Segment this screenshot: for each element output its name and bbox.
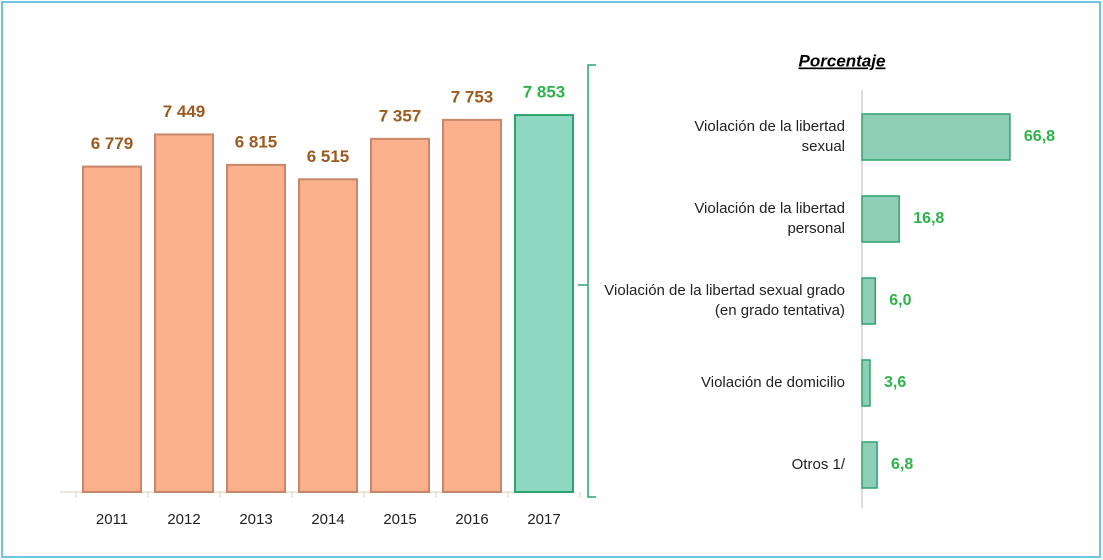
value-label: 6,0 (889, 292, 911, 309)
bar (861, 277, 877, 325)
bar (298, 178, 358, 493)
x-tick-label: 2012 (167, 511, 200, 528)
bar (370, 137, 430, 493)
category-label: Violación de la libertad personal (694, 200, 845, 237)
value-label: 7 357 (379, 106, 422, 125)
bar (861, 113, 1011, 161)
x-tick-label: 2015 (383, 511, 416, 528)
category-label: Violación de la libertad sexual (694, 118, 845, 155)
bar (82, 165, 142, 493)
chart-title: Porcentaje (799, 51, 886, 70)
value-label: 6,8 (891, 456, 913, 473)
value-label: 66,8 (1024, 128, 1055, 145)
x-tick-label: 2011 (96, 511, 128, 528)
value-label: 6 779 (91, 134, 134, 153)
category-label: Otros 1/ (791, 456, 845, 473)
x-tick-label: 2017 (527, 511, 560, 528)
value-label: 6 515 (307, 147, 350, 166)
bar (861, 441, 878, 489)
category-label: Violación de domicilio (701, 374, 845, 391)
x-tick-label: 2013 (239, 511, 272, 528)
value-label: 6 815 (235, 132, 278, 151)
bracket (578, 64, 596, 498)
value-label: 7 753 (451, 87, 494, 106)
bar (861, 195, 900, 243)
x-tick-label: 2016 (455, 511, 488, 528)
value-label: 16,8 (913, 210, 944, 227)
bar (861, 359, 871, 407)
bar (154, 133, 214, 493)
value-label: 3,6 (884, 374, 906, 391)
x-tick-label: 2014 (311, 511, 344, 528)
bar (514, 114, 574, 493)
category-label: Violación de la libertad sexual grado (e… (604, 282, 845, 319)
value-label: 7 449 (163, 102, 206, 121)
bar (226, 163, 286, 493)
value-label: 7 853 (523, 83, 566, 102)
bar (442, 118, 502, 494)
